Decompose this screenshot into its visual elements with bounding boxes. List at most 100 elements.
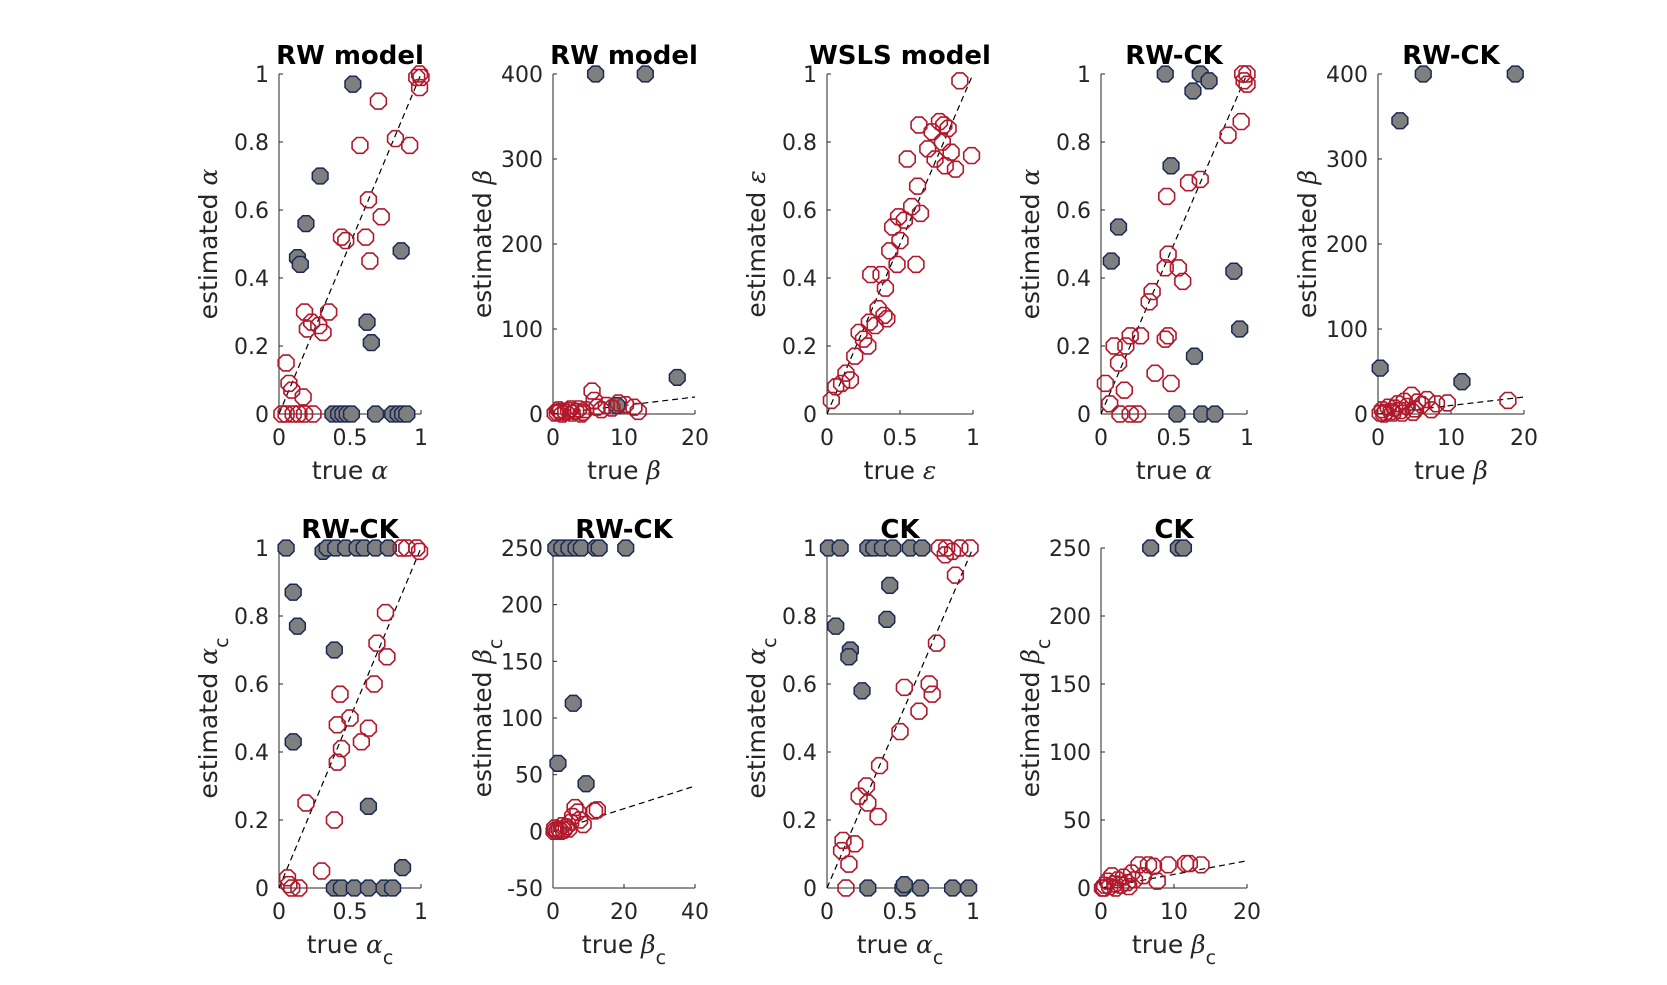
open-data-point — [920, 675, 938, 693]
x-tick-label: 20 — [1233, 900, 1261, 925]
open-data-point — [923, 123, 941, 141]
open-data-point — [859, 794, 877, 812]
open-data-point — [562, 813, 580, 831]
x-tick-label: 0.5 — [333, 426, 368, 451]
filled-data-point — [277, 539, 295, 557]
open-data-point — [569, 803, 587, 821]
open-data-point — [552, 822, 570, 841]
open-data-point — [962, 146, 981, 165]
open-data-point — [361, 252, 379, 270]
filled-data-point — [840, 648, 858, 666]
y-tick-label: 0.6 — [1056, 199, 1091, 224]
x-axis-label: true βc — [582, 930, 666, 969]
y-tick-label: 0.8 — [234, 131, 269, 156]
open-data-point — [1131, 327, 1150, 345]
y-tick-label: 0.2 — [782, 335, 817, 360]
filled-data-point — [1109, 218, 1128, 236]
open-data-point — [1115, 381, 1133, 399]
filled-data-point — [881, 576, 899, 595]
filled-data-point — [1184, 82, 1202, 100]
open-data-point — [837, 879, 855, 897]
open-data-point — [888, 255, 906, 274]
open-data-point — [1219, 126, 1237, 144]
open-data-point — [562, 400, 580, 418]
open-data-point — [372, 208, 390, 226]
open-data-point — [841, 371, 860, 389]
open-data-point — [895, 211, 914, 229]
x-tick-label: 0.5 — [1157, 426, 1192, 451]
open-data-point — [1101, 395, 1119, 413]
y-tick-label: 400 — [1326, 63, 1368, 88]
filled-data-point — [853, 682, 871, 700]
open-data-point — [846, 835, 864, 853]
open-data-point — [398, 539, 416, 557]
open-data-point — [570, 811, 589, 829]
y-tick-label: 200 — [501, 594, 543, 619]
open-data-point — [1232, 112, 1250, 131]
filled-data-point — [1371, 359, 1389, 377]
x-tick-label: 0 — [1371, 426, 1385, 451]
filled-data-point — [572, 539, 591, 557]
y-axis-label: estimated αc — [194, 637, 233, 798]
open-data-point — [1177, 854, 1195, 873]
scatter-panel-3: WSLS model 0 0.5 1 0 0.2 0.4 0.6 0.8 1 true ε estim… — [742, 41, 991, 485]
open-data-point — [951, 72, 969, 90]
open-data-point — [1191, 170, 1209, 189]
open-data-point — [1404, 403, 1422, 422]
open-data-point — [1143, 282, 1161, 301]
open-data-point — [889, 208, 908, 226]
open-data-point — [961, 539, 979, 557]
filled-data-point — [1414, 65, 1432, 83]
filled-data-point — [366, 405, 385, 423]
open-data-point — [277, 354, 295, 372]
y-tick-label: 0 — [529, 403, 543, 428]
filled-data-point — [1391, 112, 1409, 130]
x-tick-label: 10 — [1160, 900, 1188, 925]
open-data-point — [895, 678, 914, 697]
open-data-point — [328, 753, 346, 771]
filled-data-point — [392, 242, 410, 260]
scatter-panel-1: RW model 0 0.5 1 0 0.2 0.4 0.6 0.8 1 true α estimat… — [194, 41, 430, 485]
x-axis-label: true β — [1414, 456, 1488, 485]
y-tick-label: 1 — [255, 537, 269, 562]
filled-data-point — [668, 368, 686, 387]
open-data-point — [1156, 330, 1174, 348]
filled-data-point — [549, 754, 567, 772]
x-tick-label: 0 — [272, 426, 286, 451]
open-data-point — [927, 634, 946, 652]
y-tick-label: 0.8 — [1056, 131, 1091, 156]
x-axis-label: true ε — [864, 456, 937, 485]
open-data-point — [368, 634, 386, 652]
y-tick-label: 0.2 — [234, 809, 269, 834]
open-data-point — [392, 539, 410, 557]
open-data-point — [359, 719, 378, 737]
filled-data-point — [1453, 373, 1471, 391]
y-tick-label: 50 — [515, 764, 543, 789]
x-tick-label: 0.5 — [883, 426, 918, 451]
open-data-point — [908, 177, 927, 195]
filled-data-point — [895, 875, 913, 894]
open-data-point — [1109, 354, 1128, 372]
y-axis-label: estimated β — [468, 170, 497, 318]
open-data-point — [878, 310, 896, 328]
filled-data-point — [359, 797, 378, 816]
x-tick-label: 0 — [546, 900, 560, 925]
filled-data-point — [1185, 347, 1204, 365]
filled-data-point — [1206, 405, 1224, 423]
identity-line — [1101, 73, 1248, 414]
open-data-point — [870, 756, 889, 775]
filled-data-point — [311, 167, 329, 185]
y-tick-label: 400 — [501, 63, 543, 88]
open-data-point — [400, 136, 419, 155]
y-axis-label: estimated βc — [468, 639, 507, 798]
y-axis-label: estimated β — [1293, 170, 1322, 318]
y-tick-label: 0 — [1077, 877, 1091, 902]
open-data-point — [625, 398, 643, 416]
open-data-point — [1179, 174, 1198, 192]
filled-data-point — [617, 539, 635, 557]
open-data-point — [1125, 871, 1144, 889]
open-data-point — [337, 231, 355, 250]
x-axis-label: true β — [587, 456, 661, 485]
open-data-point — [1118, 873, 1136, 892]
